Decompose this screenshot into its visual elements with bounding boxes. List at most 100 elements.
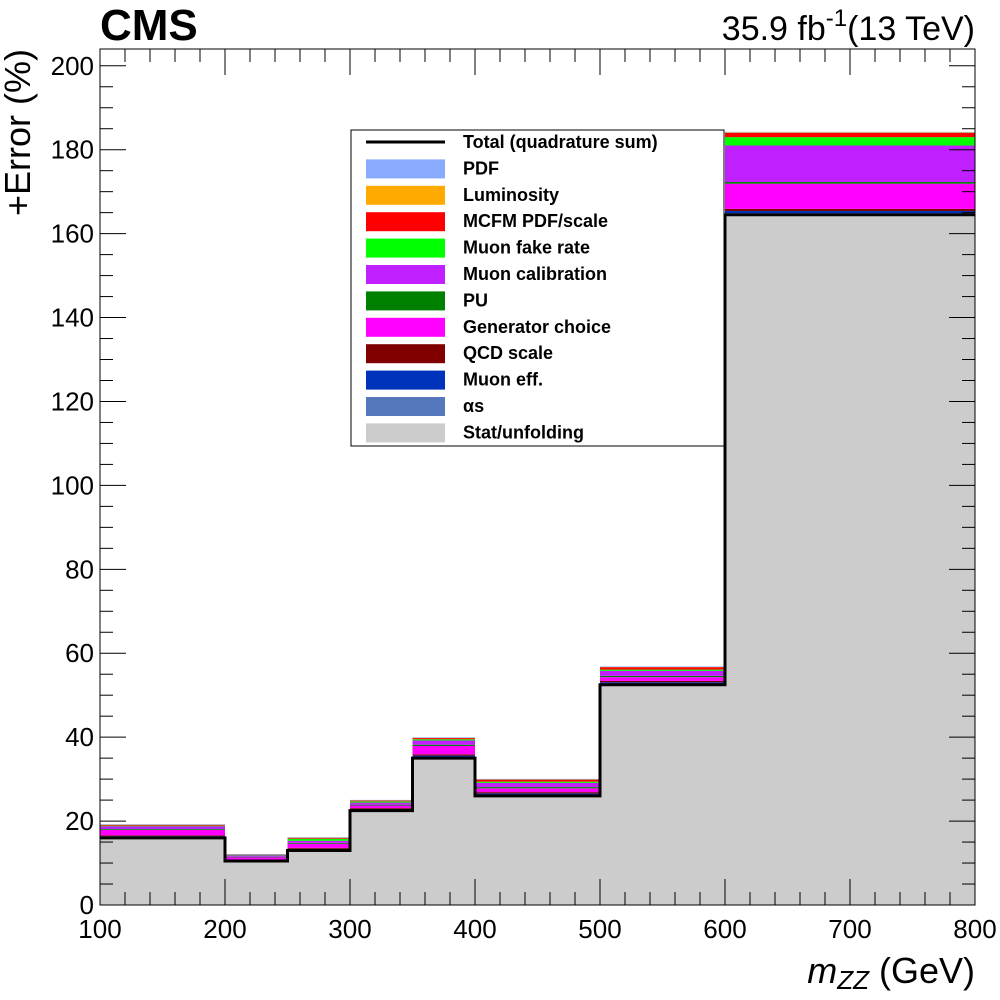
bar-pu-bin-2 <box>287 842 350 844</box>
x-tick-label-800: 800 <box>953 914 996 944</box>
plot-frame <box>99 48 976 906</box>
legend-swatch-luminosity <box>366 185 445 205</box>
bar-generator-choice-bin-4 <box>412 745 475 755</box>
bar-mcfm-pdf-scale-bin-4 <box>412 737 475 740</box>
legend-swatch-qcd-scale <box>366 344 445 364</box>
legend-swatch-stat-unfolding <box>366 423 445 443</box>
bar-stat-unfolding-bin-6 <box>600 684 725 905</box>
legend-swatch-pu <box>366 291 445 311</box>
bar-pu-bin-7 <box>725 182 975 184</box>
x-axis-title-main: m <box>807 950 837 991</box>
y-tick-label-180: 180 <box>51 135 94 165</box>
x-tick-label-600: 600 <box>703 914 746 944</box>
legend-label-luminosity: Luminosity <box>463 185 559 205</box>
bar-stat-unfolding-bin-3 <box>350 810 413 905</box>
legend-swatch-generator-choice <box>366 317 445 337</box>
bar-muon-fake-rate-bin-5 <box>475 781 600 783</box>
legend-swatch-pdf <box>366 159 445 179</box>
bar-muon-eff-bin-5 <box>475 793 600 795</box>
y-tick-label-200: 200 <box>51 51 94 81</box>
bar-qcd-scale-bin-3 <box>350 808 413 809</box>
bar-pu-bin-3 <box>350 804 413 806</box>
bar-pu-bin-4 <box>412 744 475 746</box>
experiment-label: CMS <box>100 1 198 50</box>
x-tick-label-400: 400 <box>453 914 496 944</box>
bar-muon-eff-bin-6 <box>600 682 725 684</box>
y-tick-label-80: 80 <box>65 554 94 584</box>
legend-label-s: αs <box>463 396 484 416</box>
bar-mcfm-pdf-scale-bin-7 <box>725 132 975 138</box>
x-tick-label-700: 700 <box>828 914 871 944</box>
legend-label-muon-calibration: Muon calibration <box>463 264 607 284</box>
bar-qcd-scale-bin-4 <box>412 754 475 756</box>
bar-muon-fake-rate-bin-3 <box>350 801 413 803</box>
legend-box <box>350 129 725 447</box>
lumi-energy: (13 TeV) <box>847 10 975 48</box>
bar-generator-choice-bin-3 <box>350 805 413 809</box>
y-tick-label-160: 160 <box>51 219 94 249</box>
bar-generator-choice-bin-0 <box>100 829 225 836</box>
bar-muon-calibration-bin-5 <box>475 782 600 788</box>
lumi-value: 35.9 fb <box>722 10 826 48</box>
y-tick-label-40: 40 <box>65 722 94 752</box>
bar-pdf-bin-0 <box>100 824 225 825</box>
legend-swatch-muon-fake-rate <box>366 238 445 258</box>
legend-label-pu: PU <box>463 290 488 310</box>
bar-pdf-bin-5 <box>475 778 600 780</box>
total-step-line <box>100 213 975 863</box>
bar-muon-fake-rate-bin-7 <box>725 137 975 146</box>
x-axis-title-sub: ZZ <box>836 965 870 995</box>
bar-pdf-bin-6 <box>600 666 725 668</box>
legend-label-pdf: PDF <box>463 158 499 178</box>
legend-label-muon-eff: Muon eff. <box>463 370 543 390</box>
bar-stat-unfolding-bin-2 <box>287 850 350 905</box>
legend-label-stat-unfolding: Stat/unfolding <box>463 422 584 442</box>
bar-muon-eff-bin-7 <box>725 210 975 214</box>
bar-muon-fake-rate-bin-0 <box>100 825 225 827</box>
bar-pu-bin-6 <box>600 675 725 678</box>
legend: Total (quadrature sum) PDF Luminosity MCFM … <box>350 129 725 447</box>
stacked-bars <box>100 131 975 905</box>
bar-qcd-scale-bin-7 <box>725 208 975 211</box>
lumi-exponent: -1 <box>826 5 847 32</box>
bar-muon-calibration-bin-4 <box>412 740 475 745</box>
legend-label-generator-choice: Generator choice <box>463 317 611 337</box>
legend-label-total-quadrature-sum: Total (quadrature sum) <box>463 132 658 152</box>
bar-muon-calibration-bin-0 <box>100 826 225 830</box>
bar-luminosity-bin-7 <box>725 132 975 133</box>
axis-tick-labels: 100 200 300 400 500 600 700 800 0 20 40 60 80 100 120 1… <box>51 51 997 944</box>
x-tick-label-200: 200 <box>203 914 246 944</box>
bar-muon-eff-bin-4 <box>412 755 475 757</box>
bar-generator-choice-bin-1 <box>225 857 288 860</box>
bar-mcfm-pdf-scale-bin-6 <box>600 667 725 670</box>
x-axis-title-unit: (GeV) <box>869 950 975 991</box>
bar-muon-fake-rate-bin-6 <box>600 669 725 671</box>
legend-swatch-muon-calibration <box>366 265 445 284</box>
bar-mcfm-pdf-scale-bin-0 <box>100 824 225 826</box>
bar-generator-choice-bin-2 <box>287 843 350 848</box>
legend-label-qcd-scale: QCD scale <box>463 343 553 363</box>
bar-stat-unfolding-bin-4 <box>412 758 475 905</box>
bar-qcd-scale-bin-6 <box>600 680 725 683</box>
legend-label-mcfm-pdf-scale: MCFM PDF/scale <box>463 211 608 231</box>
bar-muon-calibration-bin-2 <box>287 840 350 843</box>
bar-muon-fake-rate-bin-1 <box>225 854 288 856</box>
bar-pdf-bin-2 <box>287 837 350 838</box>
total-line-group <box>100 213 975 863</box>
y-tick-label-140: 140 <box>51 303 94 333</box>
bar-pdf-bin-3 <box>350 799 413 801</box>
bar-muon-calibration-bin-6 <box>600 670 725 676</box>
bar-stat-unfolding-bin-1 <box>225 860 288 905</box>
y-tick-label-100: 100 <box>51 470 94 500</box>
bar-muon-calibration-bin-3 <box>350 802 413 805</box>
y-tick-label-60: 60 <box>65 638 94 668</box>
bar-muon-fake-rate-bin-2 <box>287 838 350 841</box>
bar-muon-calibration-bin-7 <box>725 145 975 183</box>
legend-swatch-mcfm-pdf-scale <box>366 212 445 232</box>
x-axis-title: mZZ (GeV) <box>807 950 975 995</box>
legend-swatch-muon-eff <box>366 370 445 390</box>
bar-qcd-scale-bin-2 <box>287 847 350 849</box>
luminosity-label: 35.9 fb-1(13 TeV) <box>722 5 975 48</box>
bar-pu-bin-0 <box>100 829 225 830</box>
